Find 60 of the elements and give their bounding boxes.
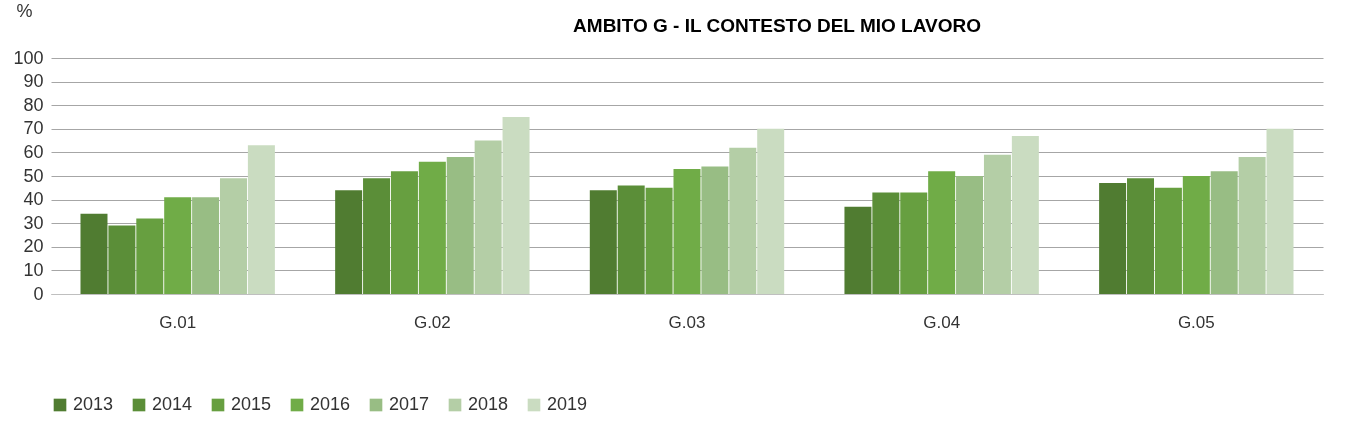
bar — [219, 178, 247, 294]
legend-label: 2014 — [152, 394, 193, 414]
bar — [192, 197, 220, 294]
bar — [247, 145, 275, 294]
y-axis-title: % — [16, 0, 33, 21]
y-tick-label: 30 — [23, 212, 44, 233]
y-tick-label: 100 — [13, 47, 44, 68]
bar — [446, 157, 474, 294]
bar — [80, 213, 108, 294]
bar — [418, 161, 446, 294]
x-tick-label: G.02 — [413, 312, 451, 332]
bar — [983, 154, 1011, 294]
bar — [645, 187, 673, 294]
bar — [757, 128, 785, 294]
y-tick-label: 0 — [33, 283, 44, 304]
bar — [335, 190, 363, 294]
bar — [474, 140, 502, 294]
x-tick-label: G.04 — [923, 312, 961, 332]
bar — [844, 206, 872, 294]
bar — [589, 190, 617, 294]
x-tick-label: G.01 — [159, 312, 197, 332]
bar — [928, 171, 956, 294]
bar — [729, 147, 757, 294]
bar — [872, 192, 900, 294]
legend-label: 2017 — [389, 394, 430, 414]
bar — [673, 168, 701, 294]
bar — [136, 218, 164, 294]
bar — [1011, 135, 1039, 294]
y-tick-label: 10 — [23, 259, 44, 280]
bar — [1154, 187, 1182, 294]
bar — [164, 197, 192, 294]
bar — [956, 176, 984, 294]
bar — [1182, 176, 1210, 294]
y-tick-label: 90 — [23, 71, 44, 92]
bar — [108, 225, 136, 294]
legend-label: 2013 — [73, 394, 114, 414]
chart-title: AMBITO G - IL CONTESTO DEL MIO LAVORO — [573, 15, 981, 36]
bar — [502, 117, 530, 294]
y-tick-label: 80 — [23, 94, 44, 115]
legend-label: 2019 — [547, 394, 588, 414]
y-tick-label: 60 — [23, 141, 44, 162]
y-tick-label: 70 — [23, 118, 44, 139]
x-tick-label: G.03 — [668, 312, 706, 332]
bar — [617, 185, 645, 294]
x-tick-label: G.05 — [1177, 312, 1215, 332]
legend-label: 2015 — [231, 394, 272, 414]
y-tick-label: 40 — [23, 189, 44, 210]
bar — [1127, 178, 1155, 294]
y-tick-label: 50 — [23, 165, 44, 186]
bar — [1266, 128, 1294, 294]
bar — [390, 171, 418, 294]
legend-label: 2018 — [468, 394, 509, 414]
bar — [1210, 171, 1238, 294]
bar — [1099, 183, 1127, 294]
y-tick-label: 20 — [23, 236, 44, 257]
legend-label: 2016 — [310, 394, 351, 414]
bar — [701, 166, 729, 294]
bar — [1238, 157, 1266, 294]
bar — [363, 178, 391, 294]
bar — [900, 192, 928, 294]
